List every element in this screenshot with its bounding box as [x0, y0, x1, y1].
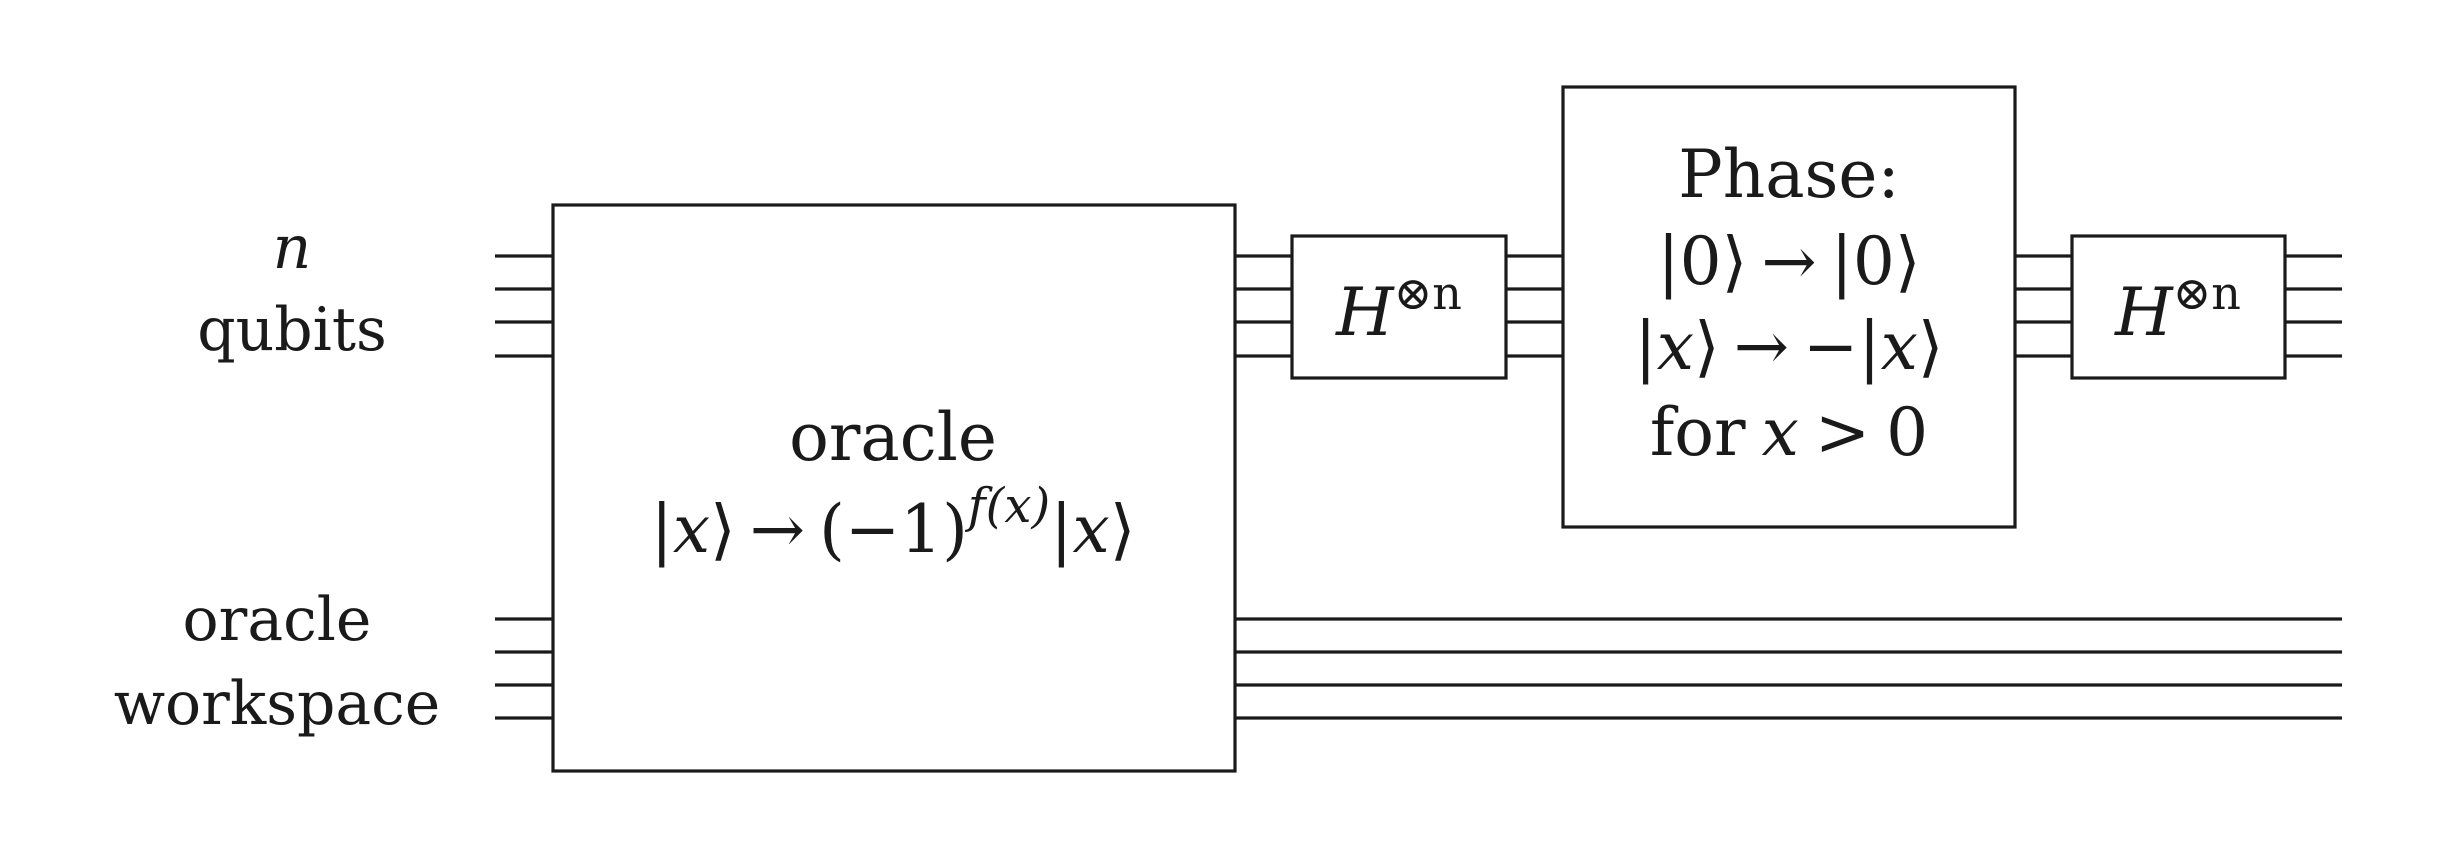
phase-rule-zero: |0⟩ → |0⟩: [1657, 223, 1920, 300]
hadamard-label: H⊗n: [1335, 266, 1462, 351]
oracle-box: [551, 203, 1237, 773]
phase-rule-x: |x⟩ → −|x⟩: [1634, 308, 1943, 385]
qubit-count-label: n: [273, 213, 312, 283]
oracle-gate: oracle |x⟩ → (−1)f(x)|x⟩: [551, 203, 1237, 773]
phase-gate: Phase: |0⟩ → |0⟩ |x⟩ → −|x⟩ for x >0: [1561, 85, 2017, 529]
phase-condition: for x >0: [1650, 394, 1928, 471]
hadamard-box: [2070, 234, 2287, 380]
workspace-label-line2: workspace: [114, 669, 441, 739]
workspace-wires: [495, 617, 2342, 720]
qubit-wires: [495, 254, 2342, 358]
qubits-label: qubits: [197, 295, 387, 365]
hadamard-gate-2: H⊗n: [2070, 234, 2287, 380]
phase-title: Phase:: [1678, 136, 1899, 213]
hadamard-gate-1: H⊗n: [1290, 234, 1508, 380]
oracle-title: oracle: [789, 399, 997, 476]
oracle-formula: |x⟩ → (−1)f(x)|x⟩: [651, 478, 1136, 568]
hadamard-box: [1290, 234, 1508, 380]
phase-box: [1561, 85, 2017, 529]
workspace-label-line1: oracle: [183, 585, 372, 655]
register-labels: n qubits oracle workspace: [114, 213, 441, 739]
hadamard-label: H⊗n: [2114, 266, 2241, 351]
